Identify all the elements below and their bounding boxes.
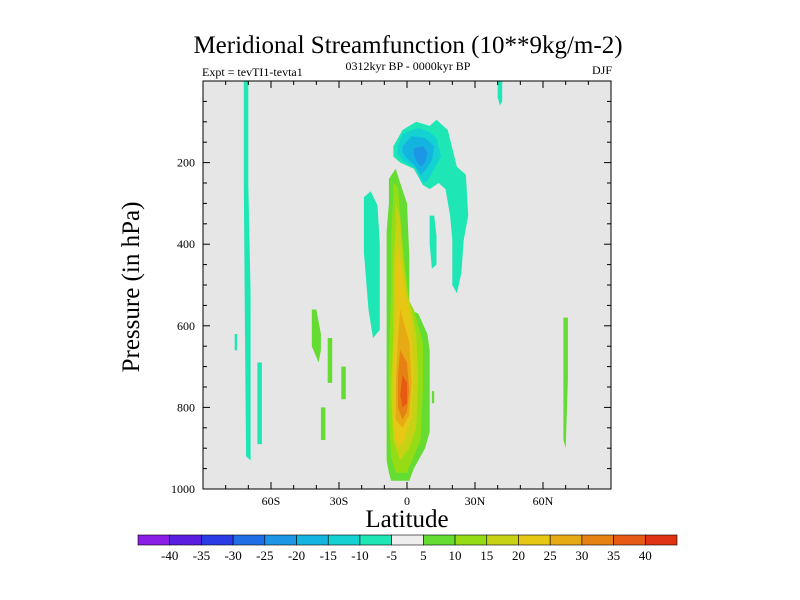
colorbar-label: 5	[420, 548, 427, 563]
colorbar-swatch	[359, 534, 392, 546]
colorbar-label: -10	[351, 548, 368, 563]
colorbar-swatch	[169, 534, 202, 546]
contour-region-9	[413, 146, 428, 167]
subtitle-center: 0312kyr BP - 0000kyr BP	[346, 59, 471, 73]
y-tick-label: 600	[177, 319, 195, 333]
colorbar-swatch	[613, 534, 646, 546]
colorbar-label: 35	[607, 548, 620, 563]
contour-region-1	[257, 362, 262, 445]
colorbar-label: 25	[544, 548, 557, 563]
x-tick-label: 30N	[465, 494, 486, 508]
colorbar-swatch	[423, 534, 456, 546]
contour-region-11	[327, 338, 333, 383]
contour-region-22	[400, 374, 407, 408]
x-tick-label: 0	[404, 494, 410, 508]
colorbar-label: 10	[449, 548, 462, 563]
x-tick-label: 30S	[330, 494, 349, 508]
contour-region-15	[431, 391, 435, 404]
contour-region-3	[497, 81, 503, 106]
colorbar-label: -25	[256, 548, 273, 563]
colorbar-label: -20	[288, 548, 305, 563]
contour-region-4	[363, 191, 380, 338]
colorbar-swatch	[644, 534, 678, 546]
subtitle-left: Expt = tevTI1-tevta1	[202, 65, 303, 79]
colorbar: -40 -35 -30 -25 -20 -15 -10 -5 5 10 15 20 25 30 35 40	[137, 534, 678, 563]
colorbar-swatch	[137, 534, 171, 546]
axis-ticks: 60S 30S 0 30N 60N 200 400 600 800 1000	[171, 81, 611, 508]
colorbar-label: -30	[224, 548, 241, 563]
contour-region-2	[234, 334, 237, 351]
x-tick-label: 60N	[533, 494, 554, 508]
colorbar-swatch	[296, 534, 329, 546]
y-tick-label: 200	[177, 156, 195, 170]
colorbar-label: 20	[512, 548, 525, 563]
colorbar-label: 15	[480, 548, 493, 563]
x-axis-label: Latitude	[365, 506, 448, 533]
chart-title: Meridional Streamfunction (10**9kg/m-2)	[193, 32, 622, 59]
x-tick-label: 60S	[262, 494, 281, 508]
colorbar-swatch	[232, 534, 266, 546]
contour-region-12	[341, 366, 346, 400]
y-axis-label: Pressure (in hPa)	[118, 202, 145, 373]
colorbar-label: 40	[639, 548, 652, 563]
colorbar-label: -15	[320, 548, 337, 563]
y-tick-label: 400	[177, 237, 195, 251]
plot-area: 60S 30S 0 30N 60N 200 400 600 800 1000	[171, 80, 612, 508]
contour-regions	[234, 81, 568, 481]
contour-region-6	[429, 215, 437, 269]
subtitle-right: DJF	[592, 63, 612, 77]
colorbar-swatch	[454, 534, 488, 546]
colorbar-swatch	[327, 534, 361, 546]
contour-region-13	[320, 407, 326, 440]
colorbar-label: -40	[161, 548, 178, 563]
colorbar-label: 30	[575, 548, 588, 563]
contour-region-16	[563, 317, 568, 449]
colorbar-label: -5	[386, 548, 397, 563]
colorbar-swatch	[518, 534, 551, 546]
colorbar-swatch	[549, 534, 583, 546]
colorbar-swatch	[581, 534, 614, 546]
contour-region-10	[311, 309, 321, 363]
colorbar-swatch	[486, 534, 519, 546]
colorbar-swatch	[391, 534, 424, 546]
colorbar-label: -35	[193, 548, 210, 563]
y-tick-label: 800	[177, 400, 195, 414]
contour-region-0	[243, 81, 251, 461]
colorbar-swatch	[264, 534, 297, 546]
y-tick-label: 1000	[171, 482, 195, 496]
colorbar-swatch	[201, 534, 234, 546]
